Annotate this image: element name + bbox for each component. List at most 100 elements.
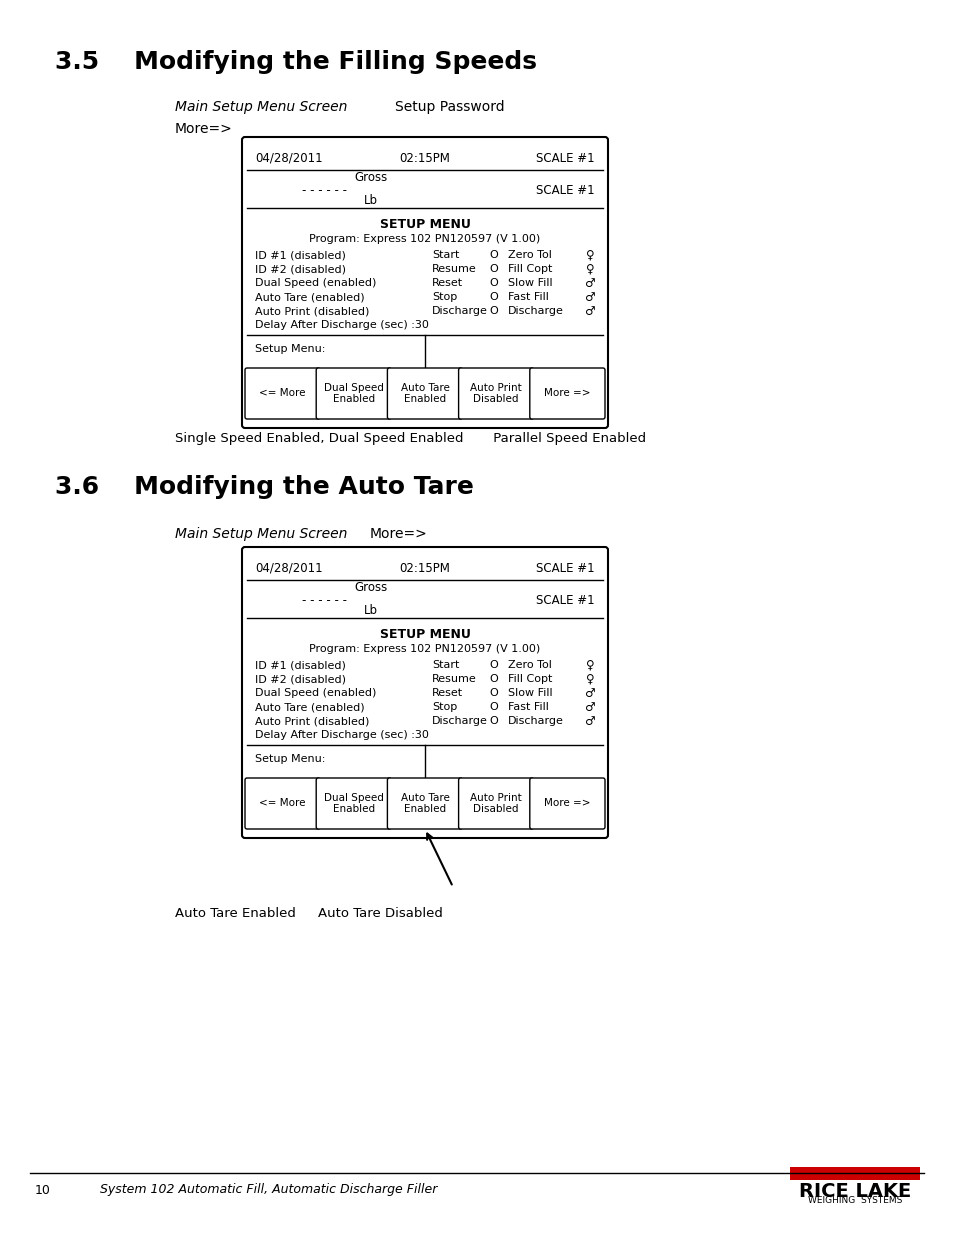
Text: Lb: Lb	[364, 604, 377, 618]
Text: Auto Tare
Enabled: Auto Tare Enabled	[400, 383, 449, 404]
Bar	[789, 1167, 919, 1179]
FancyBboxPatch shape	[245, 368, 320, 419]
Text: Auto Tare
Enabled: Auto Tare Enabled	[400, 793, 449, 814]
Text: RICE LAKE: RICE LAKE	[798, 1182, 910, 1200]
Text: ♂: ♂	[583, 715, 594, 727]
Text: Dual Speed
Enabled: Dual Speed Enabled	[323, 383, 383, 404]
Text: Fast Fill: Fast Fill	[507, 291, 548, 303]
Text: Auto Print
Disabled: Auto Print Disabled	[470, 383, 521, 404]
Text: Start: Start	[432, 249, 459, 261]
FancyBboxPatch shape	[242, 547, 607, 839]
Text: WEIGHING  SYSTEMS: WEIGHING SYSTEMS	[807, 1195, 902, 1205]
Text: - - - - - -: - - - - - -	[301, 594, 346, 606]
Text: Dual Speed (enabled): Dual Speed (enabled)	[254, 278, 376, 288]
Text: Main Setup Menu Screen: Main Setup Menu Screen	[174, 527, 347, 541]
Text: More=>: More=>	[174, 122, 233, 136]
Text: Delay After Discharge (sec) :30: Delay After Discharge (sec) :30	[254, 320, 429, 330]
FancyBboxPatch shape	[529, 368, 604, 419]
Text: Stop: Stop	[432, 701, 457, 713]
Text: SCALE #1: SCALE #1	[536, 594, 595, 606]
Text: Auto Tare (enabled): Auto Tare (enabled)	[254, 291, 364, 303]
Text: 3.6    Modifying the Auto Tare: 3.6 Modifying the Auto Tare	[55, 475, 474, 499]
Text: ♂: ♂	[583, 687, 594, 699]
Text: Program: Express 102 PN120597 (V 1.00): Program: Express 102 PN120597 (V 1.00)	[309, 233, 540, 245]
Text: O: O	[489, 291, 498, 303]
Text: 04/28/2011: 04/28/2011	[254, 562, 322, 574]
Text: Gross: Gross	[354, 580, 387, 594]
Text: ♂: ♂	[583, 290, 594, 304]
Text: Single Speed Enabled, Dual Speed Enabled       Parallel Speed Enabled: Single Speed Enabled, Dual Speed Enabled…	[174, 432, 645, 445]
Text: System 102 Automatic Fill, Automatic Discharge Filler: System 102 Automatic Fill, Automatic Dis…	[100, 1183, 436, 1197]
Text: Gross: Gross	[354, 170, 387, 184]
Text: ID #2 (disabled): ID #2 (disabled)	[254, 264, 346, 274]
Text: Delay After Discharge (sec) :30: Delay After Discharge (sec) :30	[254, 730, 429, 740]
Text: SCALE #1: SCALE #1	[536, 562, 595, 574]
Text: O: O	[489, 674, 498, 684]
Text: Slow Fill: Slow Fill	[507, 278, 552, 288]
FancyBboxPatch shape	[245, 778, 320, 829]
Text: Discharge: Discharge	[507, 306, 563, 316]
Text: Discharge: Discharge	[432, 306, 488, 316]
Text: Start: Start	[432, 659, 459, 671]
FancyBboxPatch shape	[387, 778, 462, 829]
Text: <= More: <= More	[259, 799, 306, 809]
Text: Reset: Reset	[432, 278, 463, 288]
Text: Fill Copt: Fill Copt	[507, 674, 552, 684]
Text: Zero Tol: Zero Tol	[507, 659, 551, 671]
Text: Auto Tare Disabled: Auto Tare Disabled	[317, 906, 442, 920]
Text: 04/28/2011: 04/28/2011	[254, 152, 322, 164]
Text: SETUP MENU: SETUP MENU	[379, 627, 470, 641]
Text: O: O	[489, 688, 498, 698]
Text: Setup Menu:: Setup Menu:	[254, 755, 325, 764]
Text: O: O	[489, 264, 498, 274]
Text: 02:15PM: 02:15PM	[399, 152, 450, 164]
Text: O: O	[489, 306, 498, 316]
Text: Main Setup Menu Screen: Main Setup Menu Screen	[174, 100, 347, 114]
Text: O: O	[489, 249, 498, 261]
Text: 10: 10	[35, 1183, 51, 1197]
Text: 3.5    Modifying the Filling Speeds: 3.5 Modifying the Filling Speeds	[55, 49, 537, 74]
Text: Zero Tol: Zero Tol	[507, 249, 551, 261]
FancyBboxPatch shape	[315, 368, 391, 419]
Text: SETUP MENU: SETUP MENU	[379, 217, 470, 231]
Text: ♀: ♀	[585, 673, 594, 685]
Text: ♂: ♂	[583, 305, 594, 317]
Text: Slow Fill: Slow Fill	[507, 688, 552, 698]
Text: ♂: ♂	[583, 700, 594, 714]
Text: ♀: ♀	[585, 248, 594, 262]
Text: Discharge: Discharge	[432, 716, 488, 726]
Text: O: O	[489, 716, 498, 726]
Text: Discharge: Discharge	[507, 716, 563, 726]
Text: Auto Tare (enabled): Auto Tare (enabled)	[254, 701, 364, 713]
FancyBboxPatch shape	[387, 368, 462, 419]
Text: Program: Express 102 PN120597 (V 1.00): Program: Express 102 PN120597 (V 1.00)	[309, 643, 540, 655]
Text: ♀: ♀	[585, 263, 594, 275]
Text: More =>: More =>	[543, 389, 590, 399]
Text: O: O	[489, 701, 498, 713]
FancyBboxPatch shape	[315, 778, 391, 829]
Text: Auto Print (disabled): Auto Print (disabled)	[254, 306, 369, 316]
Text: More=>: More=>	[370, 527, 427, 541]
Text: More =>: More =>	[543, 799, 590, 809]
Text: Reset: Reset	[432, 688, 463, 698]
Text: SCALE #1: SCALE #1	[536, 184, 595, 196]
Text: O: O	[489, 659, 498, 671]
FancyBboxPatch shape	[458, 778, 534, 829]
Text: Setup Menu:: Setup Menu:	[254, 345, 325, 354]
Text: Auto Tare Enabled: Auto Tare Enabled	[174, 906, 295, 920]
Text: Fill Copt: Fill Copt	[507, 264, 552, 274]
Text: ID #1 (disabled): ID #1 (disabled)	[254, 659, 346, 671]
Text: Setup Password: Setup Password	[395, 100, 504, 114]
Text: SCALE #1: SCALE #1	[536, 152, 595, 164]
Text: Resume: Resume	[432, 674, 476, 684]
Text: Auto Print
Disabled: Auto Print Disabled	[470, 793, 521, 814]
Text: 02:15PM: 02:15PM	[399, 562, 450, 574]
Text: Dual Speed (enabled): Dual Speed (enabled)	[254, 688, 376, 698]
Text: Auto Print (disabled): Auto Print (disabled)	[254, 716, 369, 726]
Text: O: O	[489, 278, 498, 288]
Text: ♀: ♀	[585, 658, 594, 672]
Text: Dual Speed
Enabled: Dual Speed Enabled	[323, 793, 383, 814]
Text: Stop: Stop	[432, 291, 457, 303]
Text: Resume: Resume	[432, 264, 476, 274]
FancyBboxPatch shape	[458, 368, 534, 419]
